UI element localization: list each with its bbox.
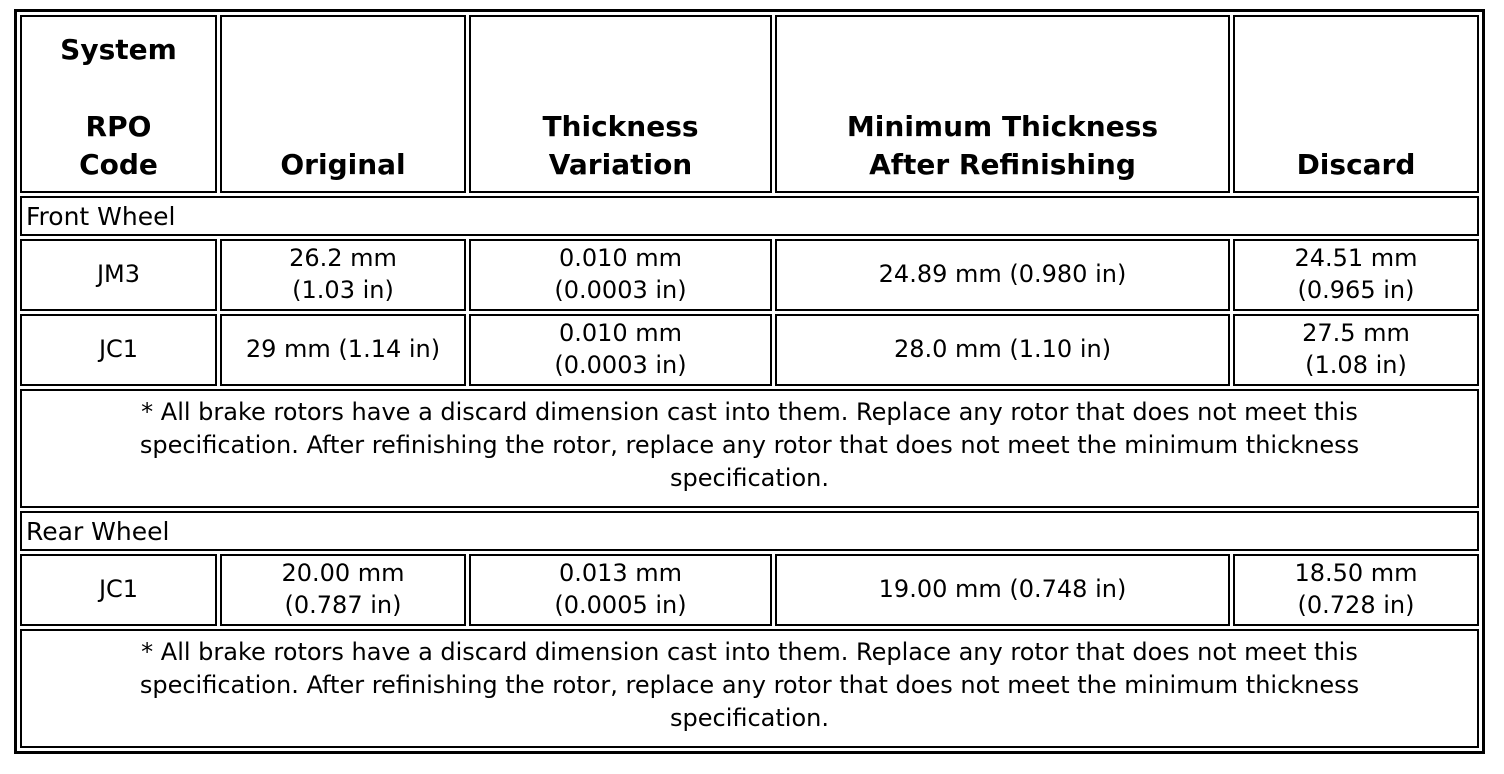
cell-original: 29 mm (1.14 in): [220, 314, 466, 386]
table-row-rear-jc1: JC1 20.00 mm (0.787 in) 0.013 mm (0.0005…: [20, 554, 1479, 626]
cell-thickness-variation: 0.013 mm (0.0005 in): [469, 554, 772, 626]
cell-discard: 18.50 mm (0.728 in): [1233, 554, 1479, 626]
cell-original: 20.00 mm (0.787 in): [220, 554, 466, 626]
header-row: System RPO Code Original Thickness Varia…: [20, 15, 1479, 193]
footnote-front-wheel: * All brake rotors have a discard dimens…: [20, 389, 1479, 508]
section-row-rear-wheel: Rear Wheel: [20, 511, 1479, 551]
cell-discard: 27.5 mm (1.08 in): [1233, 314, 1479, 386]
cell-min-thickness-after-refinishing: 24.89 mm (0.980 in): [775, 239, 1230, 311]
cell-min-thickness-after-refinishing: 28.0 mm (1.10 in): [775, 314, 1230, 386]
section-row-front-wheel: Front Wheel: [20, 196, 1479, 236]
section-label-front-wheel: Front Wheel: [20, 196, 1479, 236]
section-label-rear-wheel: Rear Wheel: [20, 511, 1479, 551]
cell-rpo-code: JM3: [20, 239, 217, 311]
cell-min-thickness-after-refinishing: 19.00 mm (0.748 in): [775, 554, 1230, 626]
table-row-front-jc1: JC1 29 mm (1.14 in) 0.010 mm (0.0003 in)…: [20, 314, 1479, 386]
brake-rotor-spec-table: System RPO Code Original Thickness Varia…: [14, 9, 1485, 754]
cell-thickness-variation: 0.010 mm (0.0003 in): [469, 314, 772, 386]
cell-rpo-code: JC1: [20, 314, 217, 386]
note-row-rear: * All brake rotors have a discard dimens…: [20, 629, 1479, 748]
note-row-front: * All brake rotors have a discard dimens…: [20, 389, 1479, 508]
column-header-min-thickness-after-refinishing: Minimum Thickness After Refinishing: [775, 15, 1230, 193]
cell-thickness-variation: 0.010 mm (0.0003 in): [469, 239, 772, 311]
column-header-system-rpo-code: System RPO Code: [20, 15, 217, 193]
cell-original: 26.2 mm (1.03 in): [220, 239, 466, 311]
table-row-front-jm3: JM3 26.2 mm (1.03 in) 0.010 mm (0.0003 i…: [20, 239, 1479, 311]
footnote-rear-wheel: * All brake rotors have a discard dimens…: [20, 629, 1479, 748]
column-header-thickness-variation: Thickness Variation: [469, 15, 772, 193]
cell-discard: 24.51 mm (0.965 in): [1233, 239, 1479, 311]
cell-rpo-code: JC1: [20, 554, 217, 626]
column-header-discard: Discard: [1233, 15, 1479, 193]
column-header-original: Original: [220, 15, 466, 193]
